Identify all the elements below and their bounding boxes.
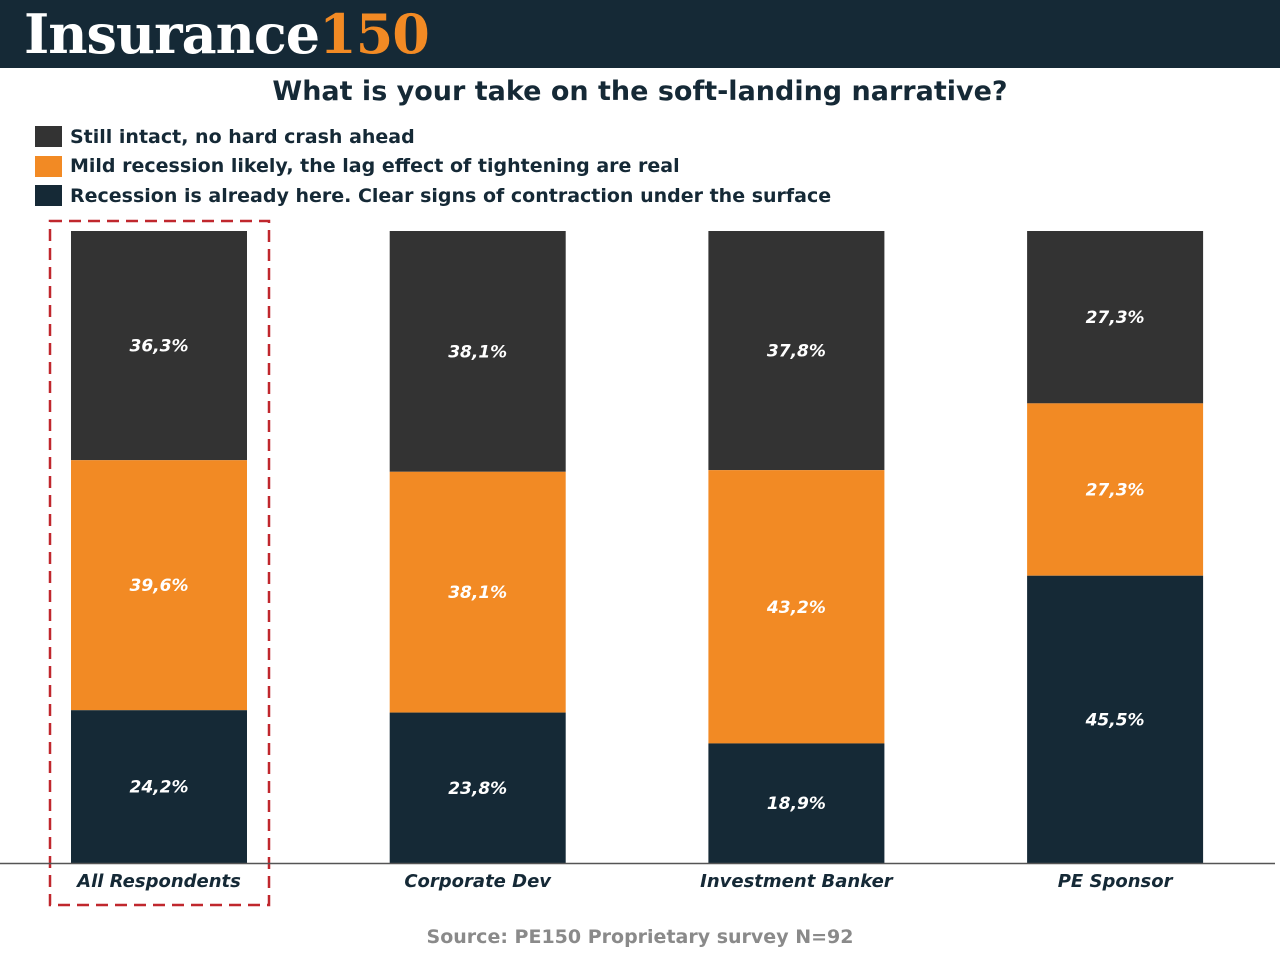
- brand-logo: Insurance 150: [24, 0, 430, 68]
- bar-all-respondents-series-1: [71, 231, 247, 461]
- data-label-investment-banker-series-3: 18,9%: [767, 794, 826, 814]
- bar-corporate-dev-series-2: [389, 471, 566, 713]
- legend-item-recession-here: Recession is already here. Clear signs o…: [35, 181, 831, 211]
- bar-investment-banker-series-1: [708, 231, 885, 471]
- data-label-all-respondents-series-3: 24,2%: [130, 778, 189, 798]
- bar-investment-banker-series-3: [708, 743, 885, 863]
- bar-corporate-dev-series-3: [389, 712, 566, 863]
- data-label-investment-banker-series-1: 37,8%: [767, 342, 826, 362]
- bar-investment-banker-series-2: [708, 470, 885, 744]
- legend-swatch-recession-here: [35, 185, 62, 207]
- highlight-box: [48, 219, 271, 907]
- legend-label-mild-recession: Mild recession likely, the lag effect of…: [70, 155, 680, 178]
- legend-swatch-mild-recession: [35, 155, 62, 177]
- legend-label-intact: Still intact, no hard crash ahead: [70, 125, 415, 148]
- data-label-corporate-dev-series-2: 38,1%: [448, 583, 507, 603]
- legend-swatch-intact: [35, 126, 62, 148]
- logo-word: Insurance: [24, 2, 320, 66]
- data-label-investment-banker-series-2: 43,2%: [766, 598, 826, 618]
- data-label-corporate-dev-series-1: 38,1%: [448, 342, 507, 362]
- bar-pe-sponsor-series-1: [1027, 231, 1204, 404]
- chart-legend: Still intact, no hard crash ahead Mild r…: [35, 122, 831, 211]
- chart-title: What is your take on the soft-landing na…: [272, 76, 1008, 107]
- header-bar: Insurance 150: [0, 0, 1280, 68]
- bar-corporate-dev-series-1: [389, 231, 566, 472]
- source-note: Source: PE150 Proprietary survey N=92: [426, 926, 854, 948]
- category-label-all-respondents: All Respondents: [75, 871, 241, 892]
- category-label-pe-sponsor: PE Sponsor: [1058, 871, 1174, 892]
- data-label-pe-sponsor-series-3: 45,5%: [1085, 710, 1145, 730]
- bar-pe-sponsor-series-2: [1027, 403, 1204, 576]
- bar-pe-sponsor-series-3: [1027, 575, 1204, 863]
- legend-label-recession-here: Recession is already here. Clear signs o…: [70, 184, 832, 207]
- logo-number: 150: [319, 2, 430, 66]
- data-label-all-respondents-series-1: 36,3%: [130, 337, 189, 357]
- data-label-all-respondents-series-2: 39,6%: [130, 576, 189, 596]
- data-label-pe-sponsor-series-2: 27,3%: [1086, 481, 1145, 501]
- legend-item-mild-recession: Mild recession likely, the lag effect of…: [35, 152, 831, 182]
- data-label-pe-sponsor-series-1: 27,3%: [1086, 308, 1145, 328]
- data-label-corporate-dev-series-3: 23,8%: [448, 779, 507, 799]
- stacked-bar-chart: 36,3% 39,6% 24,2% All Respondents 38,1% 38,1%…: [0, 219, 1275, 907]
- bar-all-respondents-series-2: [71, 460, 247, 711]
- legend-item-intact: Still intact, no hard crash ahead: [35, 122, 831, 152]
- bar-all-respondents-series-3: [71, 710, 247, 863]
- category-label-investment-banker: Investment Banker: [700, 871, 894, 892]
- category-label-corporate-dev: Corporate Dev: [404, 871, 552, 892]
